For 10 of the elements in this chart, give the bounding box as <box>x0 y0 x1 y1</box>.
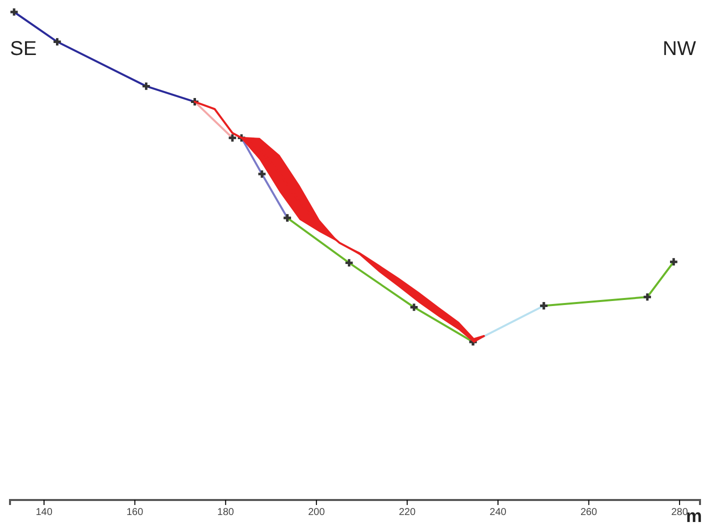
x-tick-label: 180 <box>217 507 234 518</box>
x-tick-label: 220 <box>398 507 416 518</box>
x-tick-label: 200 <box>308 507 326 518</box>
x-tick-label: 260 <box>580 507 598 518</box>
x-tick-label: 240 <box>490 507 507 518</box>
x-tick-label: 140 <box>36 507 53 518</box>
annotation: NW <box>662 38 696 60</box>
x-tick-label: 280 <box>671 507 688 518</box>
annotation: SE <box>10 38 37 60</box>
x-tick-label: 160 <box>126 507 144 518</box>
